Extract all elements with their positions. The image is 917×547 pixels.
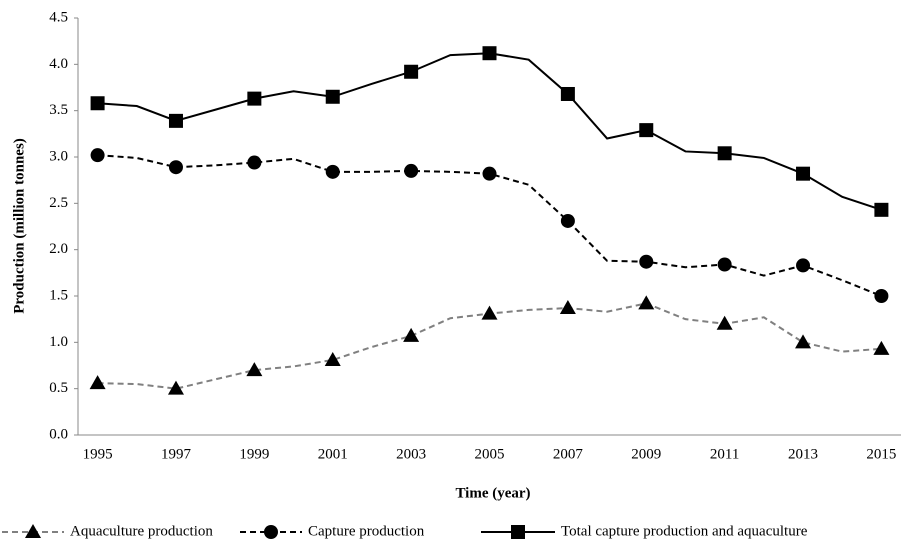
x-tick-label: 2009 [631,446,661,462]
x-tick-label: 2011 [710,446,739,462]
data-point [717,257,732,272]
y-tick-label: 1.0 [49,334,68,350]
data-point [403,327,420,342]
data-point [404,64,419,79]
data-point [716,315,733,330]
data-point [482,46,497,61]
data-point [873,340,890,355]
x-tick-label: 2013 [788,446,818,462]
data-point [168,113,183,128]
data-point [874,202,889,217]
data-point [90,96,105,111]
data-point [167,380,184,395]
legend-marker [264,525,278,539]
data-point [560,86,575,101]
legend-marker [511,525,525,539]
y-axis-title: Production (million tonnes) [11,138,27,314]
data-point [874,289,889,303]
x-tick-label: 2001 [318,446,348,462]
x-tick-label: 1995 [83,446,113,462]
y-tick-label: 0.5 [49,380,68,396]
data-point [795,334,812,349]
data-point [247,91,262,106]
data-point [325,164,340,179]
data-point [639,123,654,138]
data-point [168,160,183,175]
y-tick-label: 3.5 [49,102,68,118]
legend-marker [25,524,41,538]
x-tick-label: 1997 [161,446,192,462]
x-axis-title: Time (year) [455,485,530,501]
data-point [796,258,811,273]
data-point [482,166,497,181]
data-point [90,148,105,163]
series-line [97,52,882,211]
data-point [559,300,576,315]
data-point [639,254,654,269]
data-point [560,213,575,228]
legend-label: Capture production [308,523,425,539]
data-point [246,362,263,377]
data-point [796,166,811,181]
x-tick-label: 2007 [553,446,584,462]
x-tick-label: 1999 [239,446,269,462]
y-tick-label: 2.0 [49,241,68,257]
data-point [717,146,732,161]
x-tick-label: 2005 [475,446,505,462]
data-point [89,375,106,390]
y-tick-label: 3.0 [49,148,68,164]
y-tick-label: 4.0 [49,56,68,72]
y-tick-label: 1.5 [49,287,68,303]
data-point [325,89,340,104]
data-point [404,163,419,178]
x-tick-label: 2015 [866,446,896,462]
data-point [247,155,262,170]
legend-label: Total capture production and aquaculture [561,523,808,539]
data-point [638,295,655,310]
y-tick-label: 4.5 [49,9,68,25]
y-tick-label: 0.0 [49,426,68,442]
y-tick-label: 2.5 [49,195,68,211]
x-tick-label: 2003 [396,446,426,462]
data-point [481,305,498,320]
legend-label: Aquaculture production [70,523,213,539]
data-point [324,351,341,366]
